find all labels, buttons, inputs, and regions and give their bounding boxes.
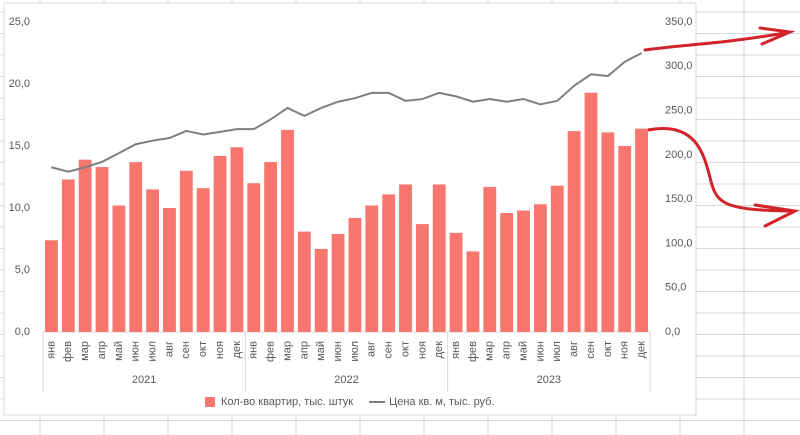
x-tick-label: июн <box>534 341 546 361</box>
x-tick-label: фев <box>467 341 479 362</box>
y-tick-label: 15,0 <box>9 140 30 152</box>
line <box>51 52 643 173</box>
bar <box>550 185 564 332</box>
bar <box>399 184 412 332</box>
bar <box>601 132 615 332</box>
bar <box>264 162 278 332</box>
legend-swatch <box>205 397 215 407</box>
x-tick-label: июл <box>349 341 361 362</box>
bar <box>281 129 294 332</box>
bar <box>331 234 345 332</box>
y2-tick-label: 350,0 <box>665 16 693 28</box>
bar <box>584 92 598 333</box>
bar <box>517 210 530 332</box>
bar <box>196 188 210 332</box>
bar <box>466 251 480 332</box>
bar <box>163 208 176 332</box>
bar <box>45 240 58 332</box>
bar <box>618 146 632 332</box>
group-label: 2022 <box>334 374 358 386</box>
x-tick-label: дек <box>433 341 445 359</box>
x-tick-label: мар <box>484 341 496 361</box>
bar <box>348 217 362 332</box>
x-tick-label: ноя <box>214 341 226 359</box>
y2-tick-label: 0,0 <box>665 326 680 338</box>
x-tick-label: май <box>517 341 529 361</box>
x-tick-label: мар <box>79 341 91 361</box>
bar <box>247 183 261 332</box>
x-tick-label: фев <box>265 341 277 362</box>
bar <box>213 155 227 332</box>
bar <box>415 224 429 332</box>
x-tick-label: июл <box>551 341 563 362</box>
x-tick-label: окт <box>399 341 411 357</box>
x-tick-label: июн <box>332 341 344 361</box>
bar <box>483 186 497 332</box>
x-tick-label: мар <box>281 341 293 361</box>
x-tick-label: янв <box>248 341 260 359</box>
x-tick-label: апр <box>96 341 108 359</box>
y-tick-label: 10,0 <box>9 202 30 214</box>
x-tick-label: окт <box>602 341 614 357</box>
bar <box>78 159 92 332</box>
bar <box>112 205 126 332</box>
y-tick-label: 20,0 <box>9 78 30 90</box>
legend-label: Кол-во квартир, тыс. штук <box>221 396 353 408</box>
x-tick-label: июн <box>130 341 142 361</box>
y-tick-label: 25,0 <box>9 16 30 28</box>
x-tick-label: май <box>315 341 327 361</box>
bar <box>533 204 547 332</box>
bar <box>500 212 514 332</box>
x-tick-label: ноя <box>619 341 631 359</box>
x-tick-label: сен <box>383 341 395 359</box>
x-tick-label: ноя <box>416 341 428 359</box>
group-label: 2021 <box>132 374 156 386</box>
bar <box>432 184 446 332</box>
annotation-arrow <box>643 26 796 52</box>
bar <box>61 179 75 332</box>
bar <box>365 205 379 332</box>
x-tick-label: дек <box>635 341 647 359</box>
x-tick-label: сен <box>180 341 192 359</box>
x-tick-label: июл <box>147 341 159 362</box>
x-tick-label: фев <box>62 341 74 362</box>
x-tick-label: сен <box>585 341 597 359</box>
y-tick-label: 5,0 <box>15 264 30 276</box>
bar <box>179 170 193 332</box>
bar <box>95 167 109 332</box>
bar <box>635 128 648 332</box>
legend-label: Цена кв. м, тыс. руб. <box>389 396 494 408</box>
x-tick-label: авг <box>163 341 175 357</box>
y2-tick-label: 200,0 <box>665 149 693 161</box>
bar <box>297 231 311 332</box>
bar <box>230 147 244 332</box>
y2-tick-label: 150,0 <box>665 193 693 205</box>
x-tick-label: авг <box>366 341 378 357</box>
x-tick-label: окт <box>197 341 209 357</box>
bar <box>382 194 396 332</box>
annotation-arrow <box>646 126 800 228</box>
x-tick-label: янв <box>450 341 462 359</box>
bar <box>129 162 143 332</box>
x-tick-label: авг <box>568 341 580 357</box>
bar <box>314 248 328 332</box>
y2-tick-label: 50,0 <box>665 282 686 294</box>
y2-tick-label: 300,0 <box>665 60 693 72</box>
x-tick-label: май <box>113 341 125 361</box>
x-tick-label: дек <box>231 341 243 359</box>
bar <box>146 189 160 332</box>
bar <box>449 232 463 332</box>
x-tick-label: апр <box>298 341 310 359</box>
bar <box>567 131 581 332</box>
y2-tick-label: 100,0 <box>665 237 693 249</box>
y-tick-label: 0,0 <box>15 326 30 338</box>
x-tick-label: янв <box>45 341 57 359</box>
group-label: 2023 <box>537 374 561 386</box>
x-tick-label: апр <box>501 341 513 359</box>
y2-tick-label: 250,0 <box>665 104 693 116</box>
